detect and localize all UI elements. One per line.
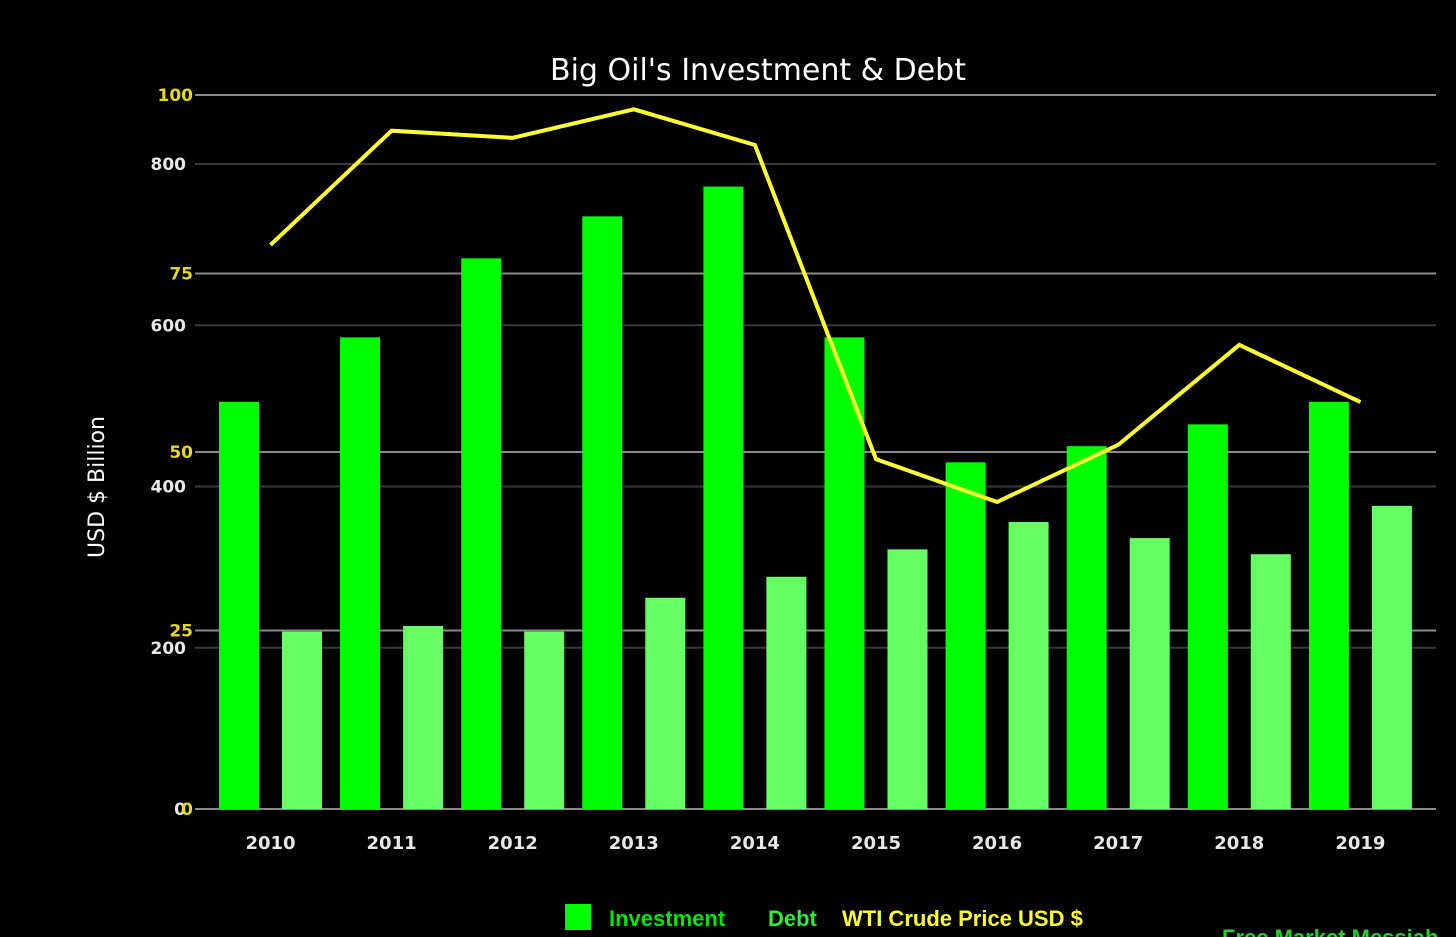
right-tick-label: 100: [158, 86, 194, 106]
y-axis-label: USD $ Billion: [85, 416, 110, 558]
x-tick-label-2017: 2017: [1093, 833, 1143, 854]
watermark: Free Market Messiah: [1222, 925, 1438, 937]
bar-investment-2015: [824, 337, 865, 809]
bar-debt-2015: [887, 549, 928, 809]
line-wti-crude-price: [269, 107, 1362, 505]
legend-swatch-investment: [565, 904, 591, 930]
bar-debt-2016: [1008, 521, 1049, 809]
price-line: [269, 107, 1362, 505]
x-tick-label-2018: 2018: [1214, 833, 1264, 854]
right-axis-ticks: 0 25 50 75 100: [158, 86, 194, 820]
x-tick-label-2011: 2011: [367, 833, 417, 854]
x-tick-label-2014: 2014: [730, 833, 780, 854]
x-tick-label-2010: 2010: [245, 833, 295, 854]
bar-investment-2018: [1187, 424, 1228, 809]
bar-investment-2014: [703, 186, 744, 809]
bar-debt-2012: [524, 631, 565, 809]
left-tick-label: 600: [151, 316, 187, 336]
legend-label-wti: WTI Crude Price USD $: [842, 906, 1083, 931]
x-axis-ticks: 2010 2011 2012 2013 2014 2015 2016 2017 2018 2019: [245, 833, 1385, 854]
right-tick-label: 25: [169, 622, 193, 642]
legend: Investment Debt WTI Crude Price USD $: [565, 904, 1083, 931]
bar-investment-2019: [1308, 401, 1349, 809]
right-tick-label: 0: [181, 800, 193, 820]
bar-debt-2018: [1250, 554, 1291, 809]
bar-investment-2010: [219, 401, 259, 809]
bar-debt-2017: [1129, 538, 1170, 809]
bar-investment-2012: [461, 258, 502, 809]
bar-debt-2011: [403, 625, 444, 809]
left-tick-label: 0: [174, 800, 186, 820]
bar-debt-2010: [282, 631, 322, 809]
legend-label-investment: Investment: [609, 906, 726, 931]
left-tick-label: 800: [151, 155, 187, 175]
bars: [219, 186, 1412, 809]
legend-label-debt: Debt: [768, 906, 818, 931]
right-tick-label: 75: [169, 265, 193, 285]
x-tick-label-2019: 2019: [1335, 833, 1385, 854]
bar-debt-2014: [766, 576, 807, 809]
left-tick-label: 400: [151, 478, 187, 498]
bar-investment-2013: [582, 216, 623, 809]
x-tick-label-2016: 2016: [972, 833, 1022, 854]
left-tick-label: 200: [151, 639, 187, 659]
bar-debt-2019: [1371, 505, 1412, 809]
gridlines: [195, 94, 1436, 810]
bar-investment-2016: [945, 462, 986, 809]
x-tick-label-2015: 2015: [851, 833, 901, 854]
left-axis-ticks: 0 200 400 600 800: [151, 155, 187, 820]
chart-title: Big Oil's Investment & Debt: [550, 53, 966, 88]
right-tick-label: 50: [169, 443, 193, 463]
bar-investment-2017: [1066, 446, 1107, 809]
x-tick-label-2012: 2012: [488, 833, 538, 854]
bar-debt-2013: [645, 597, 686, 809]
bar-investment-2011: [340, 337, 381, 809]
x-tick-label-2013: 2013: [609, 833, 659, 854]
